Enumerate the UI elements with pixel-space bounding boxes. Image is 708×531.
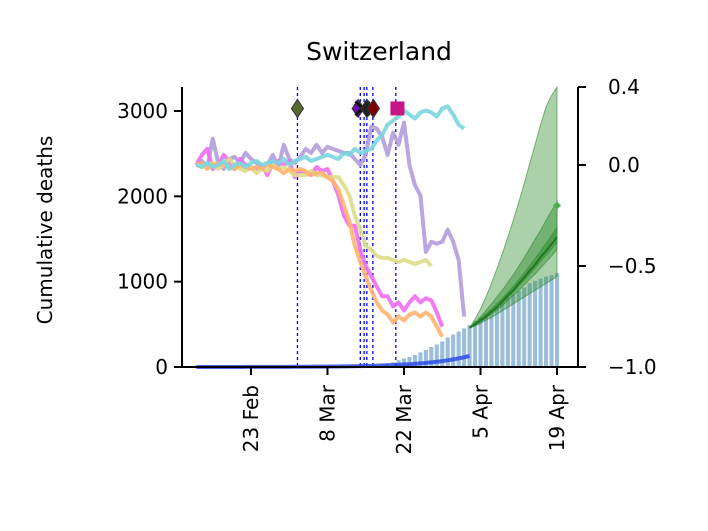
bar — [429, 346, 434, 367]
bar — [467, 325, 472, 367]
right-tick-label: −1.0 — [608, 355, 657, 379]
event-marker-square — [390, 101, 405, 116]
x-tick-label: 5 Apr — [469, 384, 493, 438]
mobility-line — [195, 120, 467, 317]
bar — [505, 297, 510, 367]
early-fit — [196, 354, 471, 369]
bar — [527, 283, 532, 367]
bar — [500, 301, 505, 367]
axes: 0 1000 2000 3000 −1.0 −0.5 0.0 0.4 23 Feb 8 Mar 22… — [117, 75, 656, 455]
bar — [412, 355, 417, 367]
mobility-series — [194, 104, 467, 338]
bar — [423, 349, 428, 367]
x-tick-label: 22 Mar — [392, 384, 416, 454]
left-tick-label: 0 — [155, 355, 168, 379]
left-tick-label: 1000 — [117, 270, 168, 294]
fit-line — [196, 354, 471, 369]
bar — [494, 305, 499, 367]
bar — [554, 273, 560, 367]
right-tick-label: −0.5 — [608, 254, 657, 278]
event-markers — [290, 98, 405, 119]
right-tick-label: 0.4 — [608, 75, 640, 99]
forecast-median-line — [469, 236, 558, 329]
x-tick-label: 8 Mar — [316, 384, 340, 442]
bar — [533, 280, 538, 367]
forecast-bands — [468, 85, 561, 329]
bar — [522, 287, 527, 367]
forecast-end-marker — [553, 201, 561, 210]
left-tick-label: 2000 — [117, 184, 168, 208]
bar — [483, 314, 489, 367]
event-lines — [296, 87, 397, 367]
bar — [434, 344, 439, 367]
bar — [478, 317, 483, 367]
right-tick-label: 0.0 — [608, 153, 640, 177]
mobility-line — [195, 160, 445, 338]
bar — [511, 294, 516, 367]
bar — [456, 331, 461, 367]
bar — [489, 309, 494, 367]
bar — [549, 275, 554, 367]
bar — [407, 356, 412, 367]
bar — [544, 276, 549, 367]
x-tick-label: 19 Apr — [545, 384, 569, 451]
event-marker-diamond — [351, 98, 365, 119]
y-axis-label: Cumulative deaths — [33, 136, 57, 325]
bar — [516, 290, 521, 367]
event-marker-diamond — [290, 98, 305, 119]
left-tick-label: 3000 — [117, 99, 168, 123]
bar — [451, 334, 456, 367]
bar — [440, 341, 445, 367]
bar — [462, 328, 467, 367]
chart-title: Switzerland — [306, 37, 452, 66]
bar — [418, 352, 423, 367]
forecast-band-mid — [469, 199, 558, 329]
bar — [445, 337, 450, 367]
bar — [472, 320, 478, 367]
observed-deaths-bars — [380, 273, 560, 367]
bar — [538, 278, 543, 367]
x-tick-label: 23 Feb — [239, 385, 263, 452]
mobility-line — [195, 104, 466, 172]
event-marker-diamond — [366, 98, 381, 119]
